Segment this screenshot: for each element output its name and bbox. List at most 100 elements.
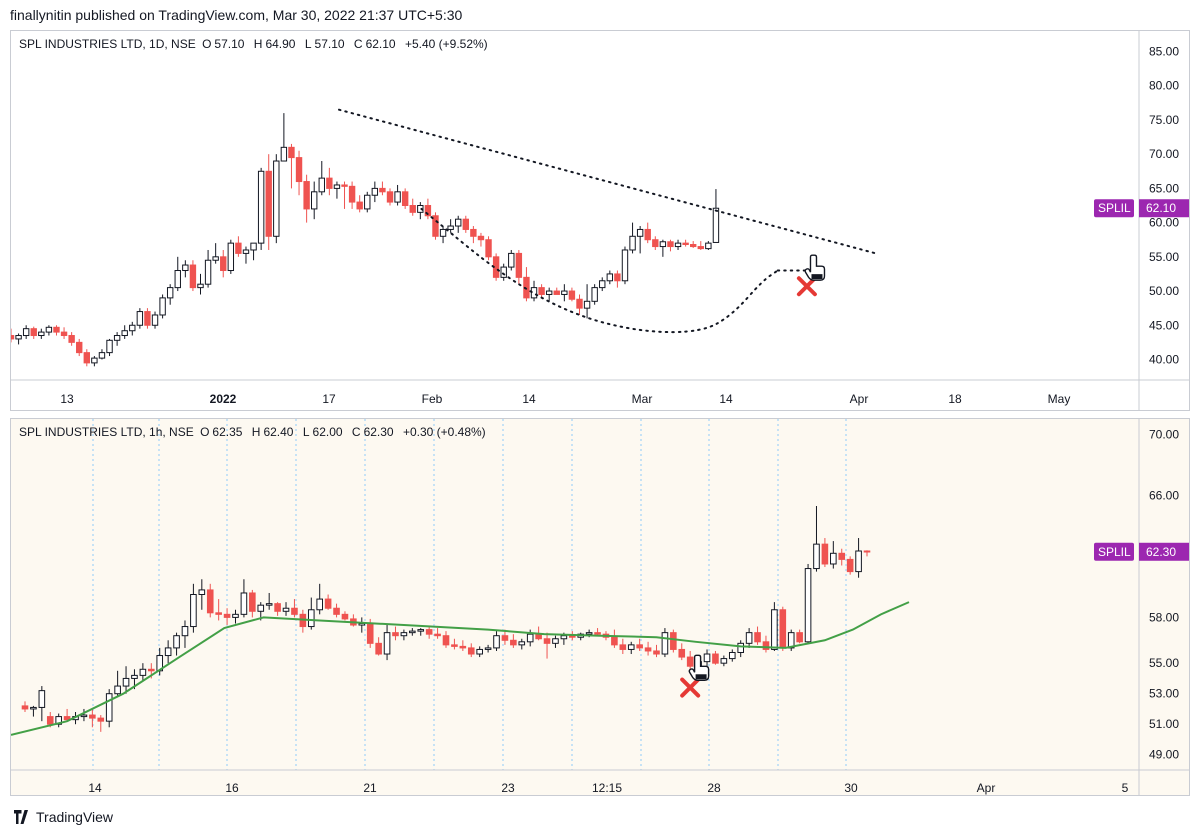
candle-body [151,314,159,326]
legend-close-label: C [353,37,363,51]
candle-body [129,324,136,332]
candle-body [240,592,248,615]
candle-body [181,626,189,637]
daily-candle [136,308,144,329]
daily-candle [144,308,151,329]
daily-candle [326,167,333,196]
daily-candle [257,167,265,250]
candle-body [787,632,795,649]
hourly-chart-pane[interactable]: 49.00 51.00 53.00 55.00 58.00 66.00 70.00 SPLIL… [10,418,1190,796]
daily-candle [508,249,515,271]
candle-body [386,191,394,203]
daily-candle [545,287,553,302]
daily-candle [113,332,121,346]
candle-body [212,256,219,261]
hourly-candle [21,701,29,713]
legend-close: C 62.30 [352,425,397,439]
daily-chart-canvas[interactable]: 40.00 45.00 50.00 55.00 60.00 65.00 70.00 75.00… [11,31,1189,410]
candle-body [97,717,105,722]
hourly-candle [686,650,694,670]
candle-body [291,607,298,615]
candle-body [366,622,374,644]
daily-chart-pane[interactable]: 40.00 45.00 50.00 55.00 60.00 65.00 70.00 75.00… [10,30,1190,411]
candle-body [46,716,54,725]
candle-body [712,207,720,243]
time-tick-label: 28 [707,781,721,795]
candle-body [762,641,770,650]
candle-body [653,650,660,655]
candle-body [779,609,787,649]
candle-body [38,690,46,708]
legend-low: L 62.00 [303,425,346,439]
hourly-candle [383,623,391,661]
candle-body [561,290,568,295]
symbol-badge [1094,542,1134,561]
candle-body [553,290,560,295]
price-tick-label: 55.00 [1149,656,1179,670]
hourly-candle [198,579,206,610]
hourly-candle [190,583,197,633]
cup-curve [420,207,779,334]
time-tick-label: 17 [322,392,336,406]
candle-body [619,644,627,650]
hourly-chart-canvas[interactable]: 49.00 51.00 53.00 55.00 58.00 66.00 70.00 SPLIL… [11,419,1189,795]
hourly-candle [316,583,323,615]
hourly-candle [737,640,745,658]
publish-header: finallynitin published on TradingView.co… [10,7,463,23]
price-tick-label: 80.00 [1149,79,1179,93]
time-tick-label: 5 [1122,781,1129,795]
daily-candle [242,246,250,264]
candle-body [76,341,83,354]
candle-body [560,635,568,640]
ema-line [11,601,910,736]
legend-close-label: C [351,425,361,439]
candle-body [316,598,323,611]
candle-body [712,653,719,664]
candle-body [307,609,315,628]
hourly-candle [627,641,635,655]
descending-trendline [338,108,877,255]
daily-candle [523,267,530,302]
legend-open: O 57.10 [202,37,247,51]
candle-body [122,677,130,687]
daily-candle [76,338,83,357]
candle-body [470,228,477,237]
daily-candle [659,239,667,257]
daily-candle [674,239,682,250]
legend-high-value: 62.40 [263,425,294,439]
candle-body [220,256,227,272]
candle-body [636,644,643,649]
daily-time-axis: 13 2022 17 Feb 14 Mar 14 Apr 18 May [60,392,1070,406]
hourly-candle [173,632,180,656]
daily-candle [530,280,538,302]
daily-candle [644,222,651,244]
hourly-price-axis: 49.00 51.00 53.00 55.00 58.00 66.00 70.00 [1149,427,1179,761]
daily-candle [690,241,697,248]
candle-body [204,259,212,285]
candle-body [235,242,242,254]
price-tick-label: 49.00 [1149,748,1179,762]
hourly-candle [830,541,837,569]
daily-candle [204,249,212,288]
daily-legend: SPL INDUSTRIES LTD, 1D, NSE O 57.10 H 64.9… [19,37,491,51]
candle-body [136,311,144,326]
candle-body [341,184,348,187]
candle-body [432,215,439,237]
daily-candle [485,236,492,261]
legend-change: +0.30 (+0.48%) [402,425,486,439]
daily-candle [379,181,386,196]
candle-body [189,264,197,289]
hourly-candle [282,602,290,616]
daily-candle [22,325,30,339]
candle-body [424,205,432,217]
candle-body [223,613,231,618]
price-badge-text: 62.30 [1146,545,1176,559]
candle-body [375,642,382,655]
legend-close-value: 62.30 [363,425,394,439]
candle-body [462,218,470,230]
hourly-candle [703,649,711,667]
daily-candle [295,150,303,196]
price-tick-label: 75.00 [1149,113,1179,127]
candle-body [83,352,90,364]
footer-brand[interactable]: TradingView [14,809,113,825]
